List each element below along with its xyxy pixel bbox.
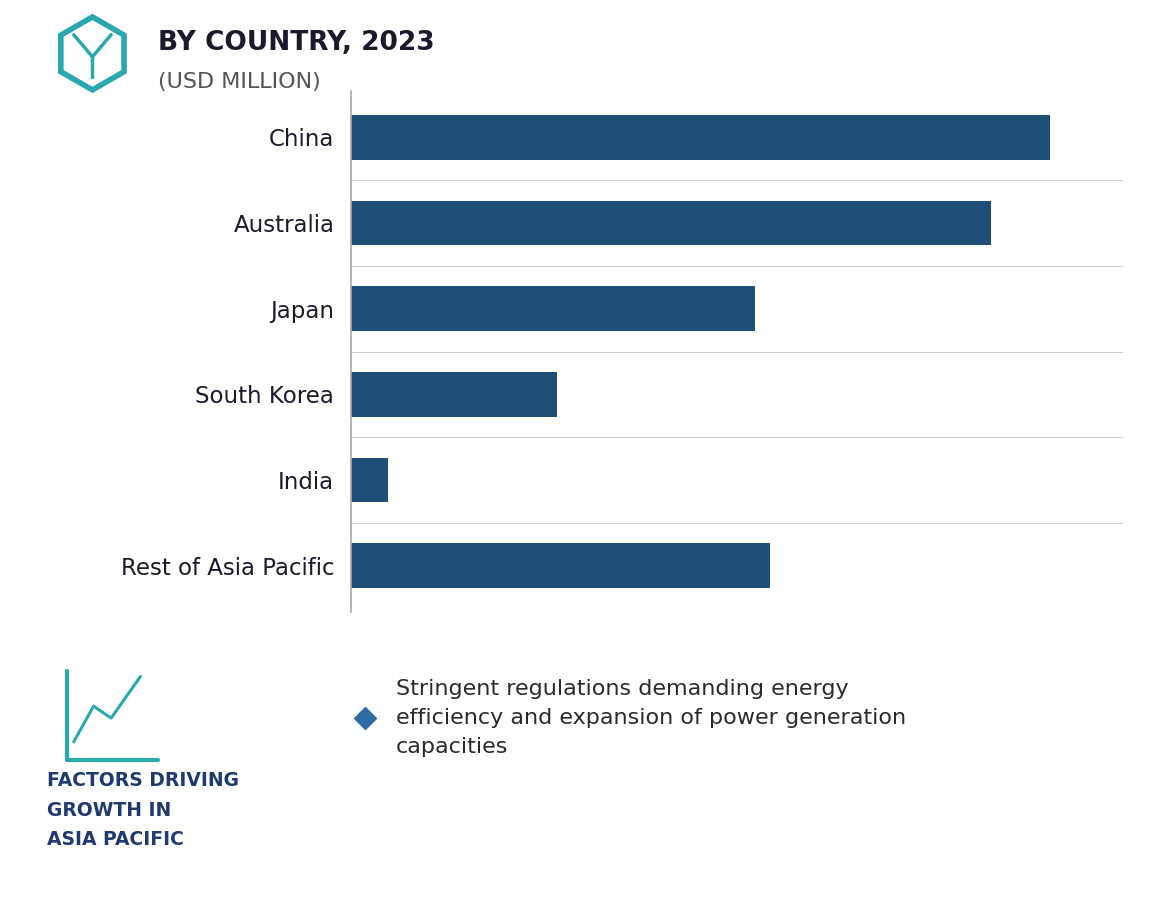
Text: FACTORS DRIVING
GROWTH IN
ASIA PACIFIC: FACTORS DRIVING GROWTH IN ASIA PACIFIC <box>47 771 239 849</box>
Bar <box>351 201 991 246</box>
Text: (USD MILLION): (USD MILLION) <box>158 72 321 92</box>
Text: BY COUNTRY, 2023: BY COUNTRY, 2023 <box>158 29 434 56</box>
Bar <box>351 287 756 331</box>
Bar <box>351 543 770 588</box>
Text: Stringent regulations demanding energy
efficiency and expansion of power generat: Stringent regulations demanding energy e… <box>395 679 906 757</box>
Bar <box>351 373 557 416</box>
Bar <box>351 115 1049 160</box>
Bar <box>351 457 387 502</box>
